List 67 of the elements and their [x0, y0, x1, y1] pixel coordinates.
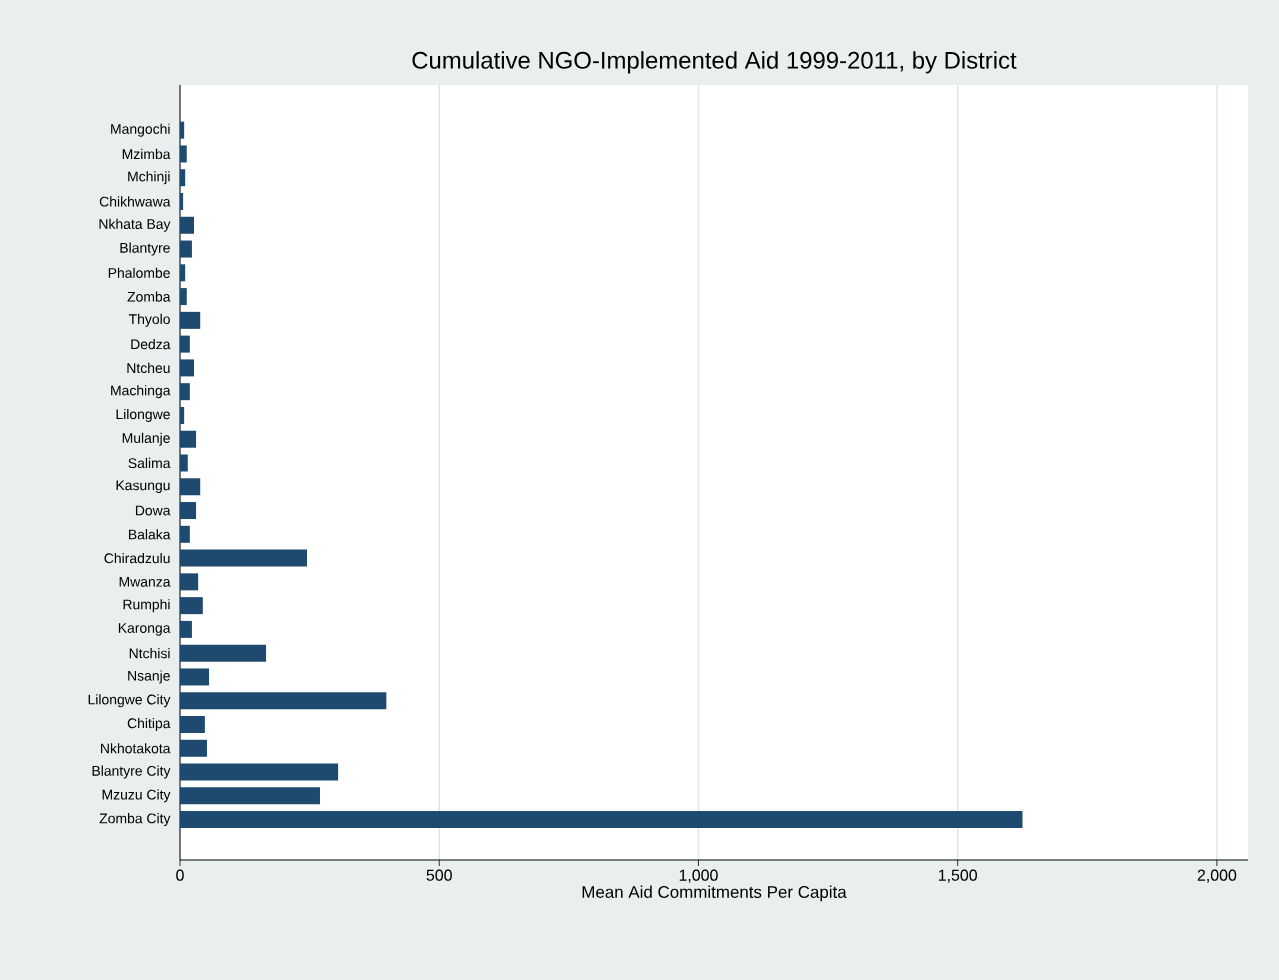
bar — [180, 169, 186, 187]
y-tick-label: Zomba — [127, 291, 171, 302]
y-tick-label: Mangochi — [111, 123, 170, 137]
x-tick-label: 1,000 — [679, 869, 718, 883]
y-tick-label: Lilongwe — [116, 408, 170, 422]
bar — [180, 359, 194, 377]
y-tick-label: Thyolo — [128, 313, 170, 327]
bar — [180, 478, 201, 496]
y-tick-label: Nkhotakota — [101, 743, 171, 754]
x-axis-title: Mean Aid Commitments Per Capita — [582, 885, 847, 902]
bar — [180, 787, 320, 805]
bar — [180, 216, 194, 234]
bar — [180, 716, 205, 733]
bar — [180, 525, 190, 543]
bar — [180, 644, 267, 662]
bar — [180, 597, 203, 615]
bar — [180, 121, 185, 139]
bar — [180, 240, 192, 258]
bar — [180, 454, 188, 472]
y-tick-label: Chikhwawa — [99, 196, 171, 207]
bar — [180, 192, 184, 210]
y-tick-label: Dowa — [135, 505, 171, 516]
y-tick-label: Rumphi — [123, 599, 170, 613]
y-tick-label: Mchinji — [128, 171, 170, 185]
bar — [180, 288, 187, 306]
bar — [180, 335, 190, 353]
x-tick-label: 2,000 — [1197, 869, 1237, 883]
bar — [180, 692, 387, 710]
x-tick-label: 0 — [176, 869, 184, 881]
bar — [180, 549, 308, 567]
bar — [180, 573, 199, 591]
bar — [180, 383, 190, 401]
bar — [180, 406, 185, 424]
bar — [180, 311, 201, 329]
bar — [180, 763, 339, 781]
y-tick-label: Salima — [128, 457, 171, 469]
x-tick-label: 1,500 — [938, 869, 977, 883]
y-tick-label: Chitipa — [127, 718, 171, 731]
y-tick-label: Phalombe — [108, 267, 170, 278]
y-tick-label: Kasungu — [116, 480, 170, 494]
y-tick-label: Zomba City — [99, 813, 171, 827]
y-tick-label: Balaka — [128, 529, 171, 540]
y-tick-label: Mzuzu City — [102, 789, 171, 803]
x-tick-label: 500 — [426, 869, 452, 881]
y-tick-label: Mzimba — [122, 148, 171, 160]
y-tick-label: Nkhata Bay — [99, 218, 171, 232]
y-tick-label: Dedza — [131, 339, 171, 350]
y-tick-label: Karonga — [118, 623, 171, 636]
y-tick-label: Nsanje — [128, 670, 170, 684]
y-tick-label: Blantyre — [120, 242, 170, 256]
y-tick-label: Mulanje — [122, 432, 170, 446]
bar — [180, 620, 192, 638]
bar — [180, 502, 197, 520]
bar — [180, 811, 1023, 829]
bar — [180, 739, 207, 757]
y-tick-label: Lilongwe City — [88, 694, 171, 708]
y-tick-label: Machinga — [111, 385, 171, 399]
y-tick-label: Ntcheu — [127, 362, 170, 374]
chart-title: Cumulative NGO-Implemented Aid 1999-2011, by District — [412, 51, 1017, 74]
y-tick-label: Mwanza — [119, 577, 171, 587]
bar — [180, 430, 197, 448]
y-tick-label: Blantyre City — [92, 765, 171, 779]
bar — [180, 668, 210, 686]
bar — [180, 264, 186, 282]
y-tick-label: Chiradzulu — [104, 552, 170, 564]
y-tick-label: Ntchisi — [129, 648, 170, 659]
bar — [180, 145, 187, 163]
